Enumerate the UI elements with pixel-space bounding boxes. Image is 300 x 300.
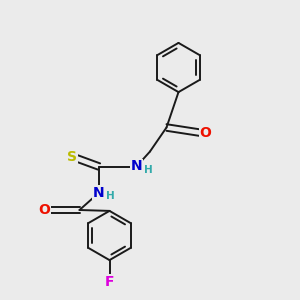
Text: H: H bbox=[106, 191, 115, 201]
Text: S: S bbox=[67, 150, 77, 164]
Text: N: N bbox=[93, 186, 105, 200]
Text: O: O bbox=[38, 203, 50, 217]
Text: H: H bbox=[143, 165, 152, 175]
Text: O: O bbox=[200, 127, 211, 140]
Text: F: F bbox=[105, 275, 114, 289]
Text: N: N bbox=[131, 160, 142, 173]
